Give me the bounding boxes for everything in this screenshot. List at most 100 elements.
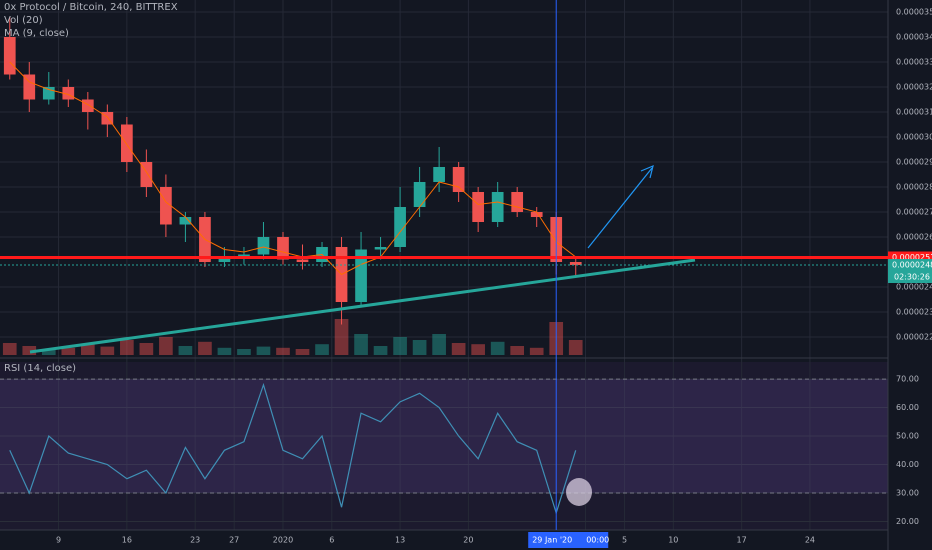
candle-body bbox=[530, 212, 543, 217]
candle-body bbox=[101, 112, 114, 125]
x-tick-label: 27 bbox=[229, 536, 239, 545]
candle-body bbox=[160, 187, 172, 225]
candle-body bbox=[257, 237, 270, 255]
volume-bar bbox=[237, 349, 251, 355]
y-tick-label: 0.00002300 bbox=[896, 308, 932, 317]
volume-bar bbox=[451, 343, 466, 355]
candle-body bbox=[42, 87, 55, 100]
volume-bar bbox=[276, 347, 290, 355]
x-tick-label: 6 bbox=[329, 536, 334, 545]
candle-body bbox=[355, 249, 367, 302]
volume-bar bbox=[80, 344, 95, 355]
candle-body bbox=[179, 217, 192, 225]
crosshair-time: 00:00 bbox=[586, 536, 609, 545]
price-tag bbox=[888, 259, 932, 283]
crosshair-tag bbox=[528, 532, 609, 548]
y-tick-label: 0.00003000 bbox=[896, 133, 932, 142]
arrow-head bbox=[640, 164, 654, 179]
volume-bar bbox=[315, 344, 329, 355]
y-tick-label: 60.00 bbox=[896, 403, 919, 412]
x-tick-label: 23 bbox=[190, 536, 200, 545]
volume-bar bbox=[256, 346, 271, 355]
y-tick-label: 40.00 bbox=[896, 460, 919, 469]
volume-bar bbox=[373, 346, 388, 355]
rsi-line bbox=[9, 382, 577, 515]
y-tick-label: 0.00002800 bbox=[896, 183, 932, 192]
candle-body bbox=[140, 162, 153, 187]
volume-bar bbox=[22, 346, 37, 355]
volume-bar bbox=[159, 337, 173, 355]
x-tick-label: 16 bbox=[122, 536, 132, 545]
y-tick-label: 0.00002200 bbox=[896, 333, 932, 342]
candle-body bbox=[413, 182, 426, 207]
candle-body bbox=[472, 192, 485, 222]
candle-body bbox=[511, 192, 524, 212]
y-tick-label: 0.00003300 bbox=[896, 58, 932, 67]
candle-body bbox=[374, 247, 387, 250]
crosshair-date: 29 Jan '20 bbox=[532, 536, 572, 545]
indicator-label: MA (9, close) bbox=[4, 28, 69, 39]
volume-bar bbox=[2, 343, 17, 355]
x-tick-label: 24 bbox=[805, 536, 815, 545]
volume-bar bbox=[139, 343, 154, 355]
x-tick-label: 13 bbox=[395, 536, 405, 545]
candle-body bbox=[569, 262, 582, 265]
volume-bar bbox=[100, 346, 115, 355]
x-tick-label: 2020 bbox=[273, 536, 293, 545]
volume-bar bbox=[529, 347, 544, 355]
y-tick-label: 0.00003500 bbox=[896, 8, 932, 17]
volume-bar bbox=[295, 349, 310, 355]
arrow bbox=[587, 167, 653, 249]
volume-bar bbox=[178, 346, 193, 355]
volume-bar bbox=[412, 340, 427, 355]
indicator-label: Vol (20) bbox=[4, 15, 43, 26]
volume-bar bbox=[217, 347, 232, 355]
rsi-pane bbox=[0, 362, 888, 530]
y-tick-label: 20.00 bbox=[896, 517, 919, 526]
ma-line bbox=[9, 61, 577, 276]
volume-bar bbox=[490, 341, 505, 355]
y-tick-label: 50.00 bbox=[896, 432, 919, 441]
candle-body bbox=[238, 254, 250, 257]
volume-bar bbox=[510, 346, 525, 355]
x-tick-label: 10 bbox=[668, 536, 678, 545]
candle-body bbox=[394, 207, 406, 247]
trend-line bbox=[29, 258, 696, 354]
volume-bar bbox=[61, 347, 76, 355]
x-tick-label: 20 bbox=[463, 536, 473, 545]
x-tick-label: 5 bbox=[622, 536, 627, 545]
volume-bar bbox=[471, 344, 485, 355]
volume-bar bbox=[198, 341, 212, 355]
candle-body bbox=[433, 167, 445, 182]
volume-bar bbox=[120, 340, 134, 355]
y-tick-label: 0.00002700 bbox=[896, 208, 932, 217]
candle-body bbox=[3, 37, 16, 75]
candle-body bbox=[62, 87, 75, 100]
y-tick-label: 30.00 bbox=[896, 488, 919, 497]
price-tag-label: 0.00002488 bbox=[892, 261, 932, 270]
candle-body bbox=[452, 167, 465, 192]
volume-bar bbox=[568, 340, 583, 355]
candle-body bbox=[491, 192, 504, 222]
candle-body bbox=[121, 124, 133, 162]
candle-body bbox=[277, 237, 289, 260]
candle-body bbox=[218, 257, 231, 262]
candle-body bbox=[81, 99, 94, 112]
candle-body bbox=[296, 259, 309, 262]
volume-bar bbox=[432, 334, 446, 355]
candle-body bbox=[23, 74, 36, 100]
chart-title: 0x Protocol / Bitcoin, 240, BITTREX bbox=[4, 2, 178, 13]
x-tick-label: 9 bbox=[56, 536, 61, 545]
y-tick-label: 0.00002600 bbox=[896, 233, 932, 242]
y-tick-label: 70.00 bbox=[896, 375, 919, 384]
y-tick-label: 0.00003100 bbox=[896, 108, 932, 117]
rsi-band bbox=[0, 379, 888, 493]
y-tick-label: 0.00003200 bbox=[896, 83, 932, 92]
y-tick-label: 0.00003400 bbox=[896, 33, 932, 42]
price-tag-label: 0.00002518 bbox=[892, 253, 932, 262]
volume-bar bbox=[334, 319, 349, 355]
y-tick-label: 0.00002400 bbox=[896, 283, 932, 292]
volume-bar bbox=[354, 334, 368, 355]
highlight-circle bbox=[566, 478, 592, 506]
